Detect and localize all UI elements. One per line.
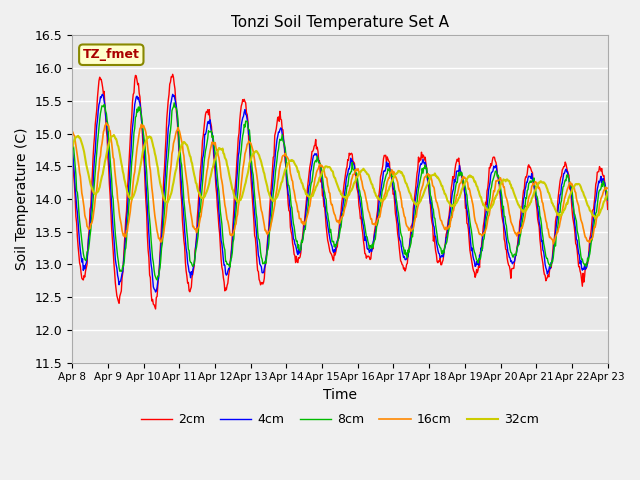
16cm xyxy=(134,141,141,146)
Line: 2cm: 2cm xyxy=(72,74,608,309)
8cm xyxy=(68,132,76,137)
Line: 32cm: 32cm xyxy=(72,135,608,218)
8cm xyxy=(133,106,141,112)
4cm xyxy=(604,197,612,203)
4cm xyxy=(78,259,86,265)
4cm xyxy=(152,289,159,295)
8cm xyxy=(78,238,86,244)
2cm xyxy=(133,77,141,83)
32cm xyxy=(216,146,224,152)
16cm xyxy=(216,168,224,174)
4cm xyxy=(217,238,225,243)
2cm xyxy=(422,161,430,167)
8cm xyxy=(406,243,414,249)
16cm xyxy=(604,185,612,191)
32cm xyxy=(591,215,599,221)
16cm xyxy=(188,218,196,224)
8cm xyxy=(422,166,430,172)
4cm xyxy=(133,93,141,99)
32cm xyxy=(110,132,118,138)
4cm xyxy=(68,142,76,148)
2cm xyxy=(78,276,86,281)
2cm xyxy=(189,271,196,277)
32cm xyxy=(406,190,413,195)
8cm xyxy=(604,197,612,203)
32cm xyxy=(78,140,86,145)
16cm xyxy=(78,191,86,196)
Line: 4cm: 4cm xyxy=(72,95,608,292)
8cm xyxy=(153,277,161,283)
32cm xyxy=(421,186,429,192)
Text: TZ_fmet: TZ_fmet xyxy=(83,48,140,61)
X-axis label: Time: Time xyxy=(323,388,357,402)
2cm xyxy=(169,72,177,77)
Y-axis label: Soil Temperature (C): Soil Temperature (C) xyxy=(15,128,29,270)
8cm xyxy=(189,264,196,269)
16cm xyxy=(102,120,110,126)
16cm xyxy=(550,241,557,247)
2cm xyxy=(217,256,225,262)
16cm xyxy=(68,128,76,134)
2cm xyxy=(604,206,612,212)
4cm xyxy=(189,267,196,273)
2cm xyxy=(152,306,159,312)
Line: 16cm: 16cm xyxy=(72,123,608,244)
4cm xyxy=(406,236,414,241)
32cm xyxy=(134,178,141,183)
Legend: 2cm, 4cm, 8cm, 16cm, 32cm: 2cm, 4cm, 8cm, 16cm, 32cm xyxy=(136,408,544,431)
16cm xyxy=(421,174,429,180)
32cm xyxy=(68,144,76,150)
8cm xyxy=(217,215,225,221)
32cm xyxy=(188,160,196,166)
4cm xyxy=(422,163,430,169)
32cm xyxy=(604,190,612,195)
Line: 8cm: 8cm xyxy=(72,103,608,280)
Title: Tonzi Soil Temperature Set A: Tonzi Soil Temperature Set A xyxy=(231,15,449,30)
16cm xyxy=(406,226,413,231)
2cm xyxy=(406,235,414,240)
2cm xyxy=(68,146,76,152)
4cm xyxy=(169,92,177,97)
8cm xyxy=(170,100,178,106)
